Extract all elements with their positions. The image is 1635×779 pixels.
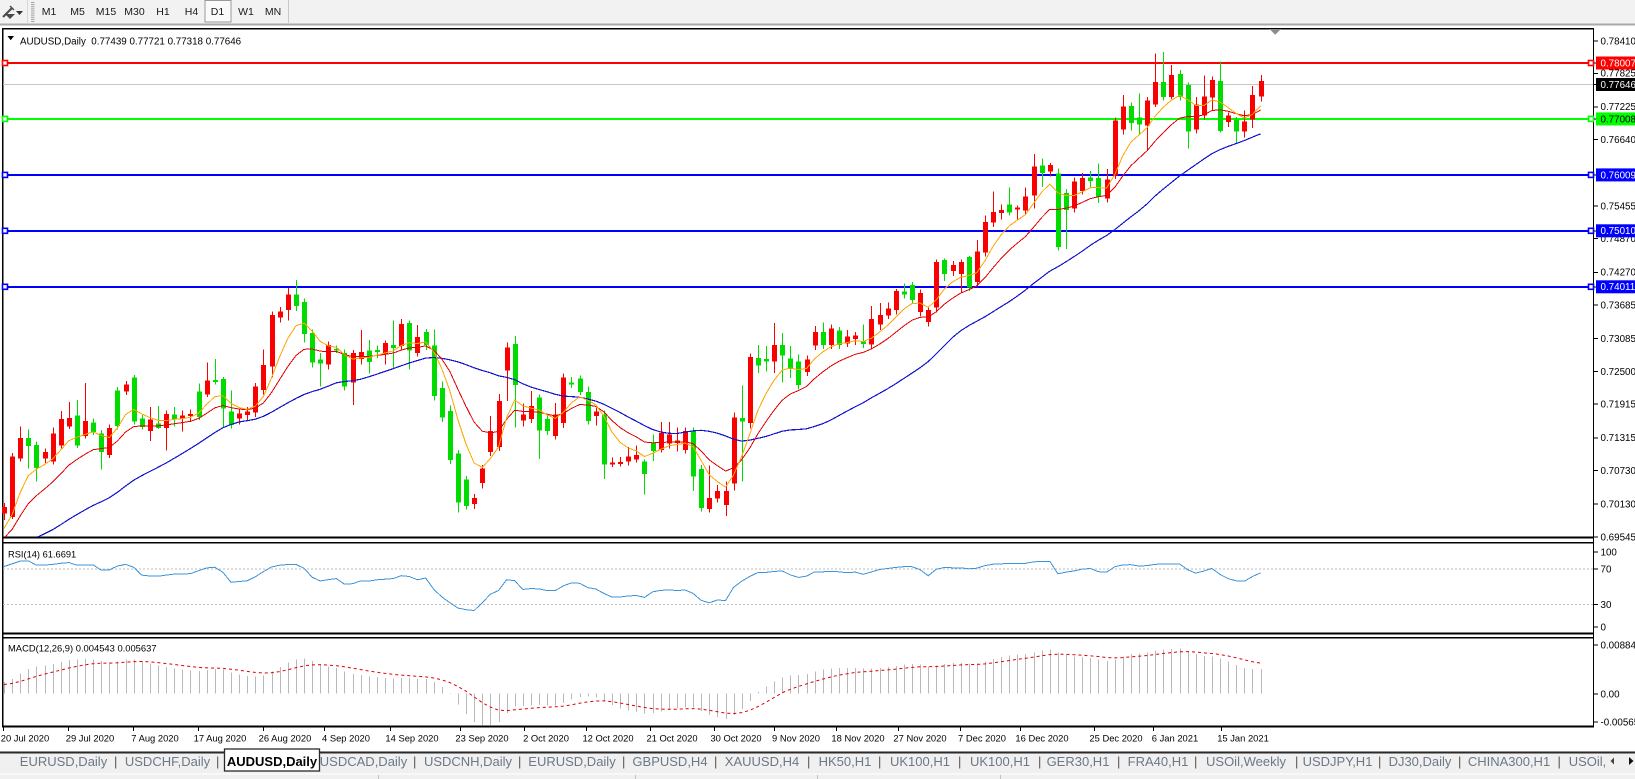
- svg-text:|: |: [114, 754, 117, 769]
- svg-text:0.73085: 0.73085: [1601, 334, 1635, 345]
- svg-text:0.74270: 0.74270: [1601, 268, 1635, 279]
- svg-text:0.77646: 0.77646: [1601, 80, 1635, 91]
- svg-text:|: |: [1194, 754, 1197, 769]
- svg-text:MN: MN: [265, 6, 281, 18]
- svg-text:HK50,H1: HK50,H1: [819, 754, 872, 769]
- svg-text:|: |: [807, 754, 810, 769]
- svg-text:0: 0: [1601, 622, 1607, 633]
- svg-text:0.78410: 0.78410: [1601, 37, 1635, 48]
- svg-text:|: |: [518, 754, 521, 769]
- svg-text:USDJPY,H1: USDJPY,H1: [1303, 754, 1373, 769]
- svg-text:M30: M30: [124, 6, 145, 18]
- svg-text:|: |: [1295, 754, 1298, 769]
- svg-text:0.71315: 0.71315: [1601, 433, 1635, 444]
- svg-text:30: 30: [1601, 600, 1612, 611]
- svg-text:AUDUSD,Daily: AUDUSD,Daily: [227, 754, 318, 769]
- svg-text:UK100,H1: UK100,H1: [970, 754, 1030, 769]
- svg-text:M15: M15: [96, 6, 117, 18]
- svg-text:23 Sep 2020: 23 Sep 2020: [455, 733, 508, 744]
- svg-text:20 Jul 2020: 20 Jul 2020: [1, 733, 49, 744]
- svg-text:USDCAD,Daily: USDCAD,Daily: [320, 754, 408, 769]
- svg-text:100: 100: [1601, 547, 1618, 558]
- svg-text:H4: H4: [185, 6, 199, 18]
- svg-text:0.00884: 0.00884: [1601, 640, 1635, 651]
- svg-text:|: |: [878, 754, 881, 769]
- svg-text:2 Oct 2020: 2 Oct 2020: [523, 733, 569, 744]
- svg-text:0.77825: 0.77825: [1601, 69, 1635, 80]
- svg-text:D1: D1: [211, 6, 225, 18]
- svg-text:0.70730: 0.70730: [1601, 466, 1635, 477]
- svg-text:7 Aug 2020: 7 Aug 2020: [131, 733, 178, 744]
- svg-text:30 Oct 2020: 30 Oct 2020: [710, 733, 761, 744]
- svg-text:0.69545: 0.69545: [1601, 532, 1635, 543]
- svg-text:25 Dec 2020: 25 Dec 2020: [1089, 733, 1142, 744]
- svg-text:XAUUSD,H4: XAUUSD,H4: [725, 754, 799, 769]
- svg-text:27 Nov 2020: 27 Nov 2020: [893, 733, 946, 744]
- svg-text:UK100,H1: UK100,H1: [890, 754, 950, 769]
- svg-text:0.77225: 0.77225: [1601, 102, 1635, 113]
- svg-text:EURUSD,Daily: EURUSD,Daily: [20, 754, 108, 769]
- svg-text:M1: M1: [42, 6, 57, 18]
- svg-text:0.76640: 0.76640: [1601, 135, 1635, 146]
- svg-text:M5: M5: [70, 6, 85, 18]
- svg-text:RSI(14) 61.6691: RSI(14) 61.6691: [8, 550, 76, 560]
- svg-text:USOil,Weekly: USOil,Weekly: [1206, 754, 1286, 769]
- svg-text:|: |: [216, 754, 219, 769]
- svg-text:GBPUSD,H4: GBPUSD,H4: [632, 754, 707, 769]
- svg-text:|: |: [1458, 754, 1461, 769]
- svg-text:USDCHF,Daily: USDCHF,Daily: [125, 754, 211, 769]
- svg-text:|: |: [1378, 754, 1381, 769]
- svg-text:18 Nov 2020: 18 Nov 2020: [831, 733, 884, 744]
- svg-text:|: |: [1558, 754, 1561, 769]
- svg-text:0.75010: 0.75010: [1601, 226, 1635, 237]
- svg-text:0.74011: 0.74011: [1601, 282, 1635, 293]
- svg-text:-0.00565: -0.00565: [1601, 717, 1635, 728]
- svg-text:|: |: [958, 754, 961, 769]
- svg-text:AUDUSD,Daily 0.77439 0.77721: AUDUSD,Daily 0.77439 0.77721 0.77318 0.7…: [20, 37, 242, 48]
- svg-text:17 Aug 2020: 17 Aug 2020: [194, 733, 247, 744]
- svg-text:29 Jul 2020: 29 Jul 2020: [66, 733, 114, 744]
- svg-text:15 Jan 2021: 15 Jan 2021: [1217, 733, 1269, 744]
- svg-text:0.71915: 0.71915: [1601, 400, 1635, 411]
- svg-text:EURUSD,Daily: EURUSD,Daily: [528, 754, 616, 769]
- svg-text:W1: W1: [238, 6, 254, 18]
- svg-text:|: |: [1117, 754, 1120, 769]
- svg-text:0.70130: 0.70130: [1601, 500, 1635, 511]
- svg-text:0.00: 0.00: [1601, 689, 1621, 700]
- svg-text:4 Sep 2020: 4 Sep 2020: [322, 733, 370, 744]
- svg-text:|: |: [413, 754, 416, 769]
- svg-text:0.72500: 0.72500: [1601, 367, 1635, 378]
- svg-text:FRA40,H1: FRA40,H1: [1128, 754, 1189, 769]
- svg-text:MACD(12,26,9) 0.004543 0.00563: MACD(12,26,9) 0.004543 0.005637: [8, 643, 157, 654]
- svg-text:|: |: [714, 754, 717, 769]
- svg-text:6 Jan 2021: 6 Jan 2021: [1152, 733, 1198, 744]
- svg-text:0.75455: 0.75455: [1601, 201, 1635, 212]
- svg-text:0.78007: 0.78007: [1601, 58, 1635, 69]
- svg-text:CHINA300,H1: CHINA300,H1: [1468, 754, 1550, 769]
- svg-text:H1: H1: [156, 6, 170, 18]
- svg-text:|: |: [1038, 754, 1041, 769]
- svg-text:70: 70: [1601, 564, 1612, 575]
- svg-text:21 Oct 2020: 21 Oct 2020: [646, 733, 697, 744]
- svg-text:DJ30,Daily: DJ30,Daily: [1389, 754, 1452, 769]
- svg-text:12 Oct 2020: 12 Oct 2020: [582, 733, 633, 744]
- svg-text:26 Aug 2020: 26 Aug 2020: [259, 733, 312, 744]
- svg-text:|: |: [622, 754, 625, 769]
- svg-text:0.76009: 0.76009: [1601, 170, 1635, 181]
- svg-text:USDCNH,Daily: USDCNH,Daily: [424, 754, 513, 769]
- svg-text:0.77008: 0.77008: [1601, 114, 1635, 125]
- svg-text:9 Nov 2020: 9 Nov 2020: [772, 733, 820, 744]
- svg-text:0.73685: 0.73685: [1601, 300, 1635, 311]
- svg-text:GER30,H1: GER30,H1: [1047, 754, 1110, 769]
- svg-text:7 Dec 2020: 7 Dec 2020: [958, 733, 1006, 744]
- svg-text:16 Dec 2020: 16 Dec 2020: [1015, 733, 1068, 744]
- svg-text:0.74870: 0.74870: [1601, 234, 1635, 245]
- svg-text:14 Sep 2020: 14 Sep 2020: [385, 733, 438, 744]
- svg-text:USOil,: USOil,: [1569, 754, 1607, 769]
